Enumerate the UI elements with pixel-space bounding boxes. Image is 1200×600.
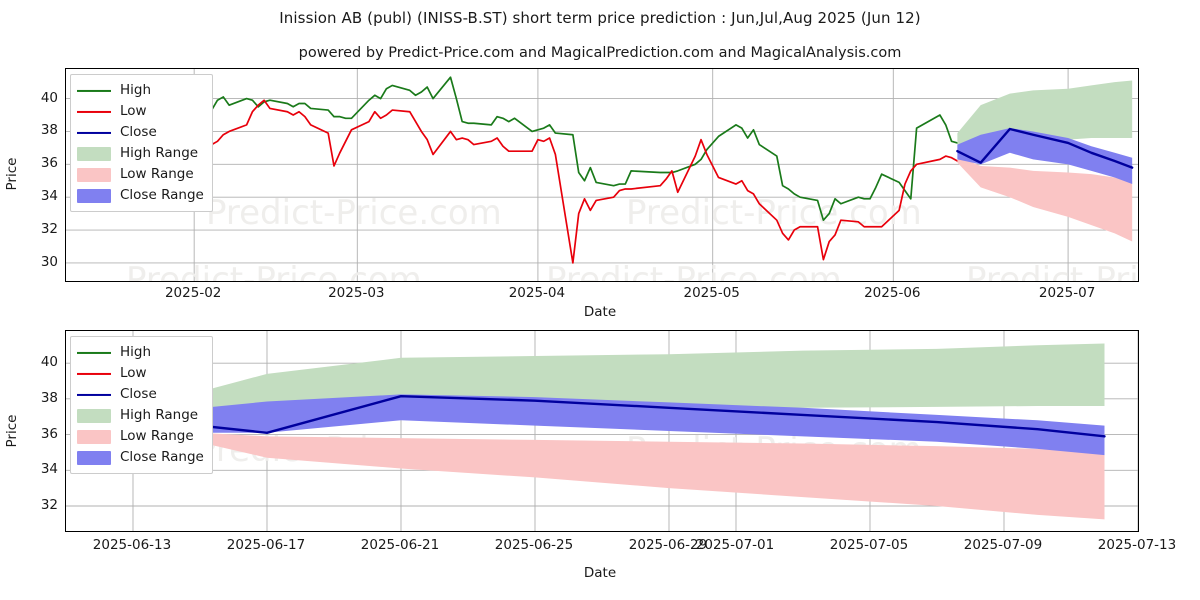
legend-label: High Range	[120, 406, 199, 423]
legend-label: Low Range	[120, 427, 194, 444]
legend-label: Close Range	[120, 448, 204, 465]
svg-text:Predict-Price.com: Predict-Price.com	[546, 260, 842, 281]
top-chart-panel: Predict-Price.com Predict-Price.com Predic…	[0, 62, 1200, 312]
legend-patch-swatch	[77, 188, 111, 203]
x-tick-label: 2025-07-01	[695, 537, 775, 553]
legend-line-swatch	[77, 346, 111, 360]
y-tick-label: 34	[40, 461, 58, 478]
legend-label: Close	[120, 385, 157, 402]
x-tick-label: 2025-05	[683, 285, 740, 301]
legend-patch-swatch	[77, 408, 111, 423]
bottom-y-axis-label: Price	[4, 414, 20, 448]
top-chart-svg: Predict-Price.com Predict-Price.com Predic…	[66, 69, 1138, 281]
legend-line-swatch	[77, 105, 111, 119]
x-tick-label: 2025-07-05	[829, 537, 909, 553]
x-tick-label: 2025-07-13	[1097, 537, 1177, 553]
legend-patch-swatch	[77, 429, 111, 444]
legend-item-low-range: Low Range	[77, 164, 204, 185]
legend-patch-swatch	[77, 146, 111, 161]
legend-item-low: Low	[77, 101, 204, 122]
x-tick-label: 2025-06-25	[494, 537, 574, 553]
svg-text:Predict-Price.com: Predict-Price.com	[966, 260, 1138, 281]
legend-line-swatch	[77, 126, 111, 140]
x-tick-label: 2025-04	[508, 285, 566, 301]
x-tick-label: 2025-06-13	[92, 537, 172, 553]
legend-item-low: Low	[77, 363, 204, 384]
legend-label: High	[120, 81, 152, 98]
x-tick-label: 2025-03	[328, 285, 385, 301]
page-subtitle: powered by Predict-Price.com and Magical…	[298, 45, 902, 61]
legend-line-swatch	[77, 388, 111, 402]
y-tick-label: 32	[40, 221, 58, 238]
legend-patch-swatch	[77, 450, 111, 465]
legend-label: Low	[120, 102, 147, 119]
legend-label: Low Range	[120, 165, 194, 182]
legend-line-swatch	[77, 367, 111, 381]
y-tick-label: 30	[40, 253, 58, 270]
legend-line-swatch	[77, 84, 111, 98]
legend-patch-swatch	[77, 167, 111, 182]
page-title: Inission AB (publ) (INISS-B.ST) short te…	[279, 9, 921, 27]
x-tick-label: 2025-02	[164, 285, 222, 301]
legend-item-low-range: Low Range	[77, 426, 204, 447]
y-tick-label: 38	[40, 122, 58, 139]
legend-label: High Range	[120, 144, 199, 161]
legend-label: Close Range	[120, 186, 204, 203]
legend-item-close-range: Close Range	[77, 185, 204, 206]
top-y-axis-label: Price	[4, 157, 20, 191]
bottom-y-axis-ticks: 32 34 36 38 40	[14, 330, 58, 530]
y-tick-label: 32	[40, 497, 58, 513]
top-legend: High Low Close High Range Low Range Close Ran…	[70, 74, 213, 212]
legend-label: High	[120, 343, 152, 360]
y-tick-label: 34	[40, 188, 58, 205]
top-plot-area: Predict-Price.com Predict-Price.com Predic…	[65, 68, 1139, 282]
legend-item-close-range: Close Range	[77, 447, 204, 468]
svg-text:Predict-Price.com: Predict-Price.com	[206, 193, 502, 233]
top-x-axis-label: Date	[583, 304, 617, 320]
bottom-x-axis-label: Date	[583, 565, 617, 581]
x-tick-label: 2025-06-17	[226, 537, 306, 553]
legend-item-high: High	[77, 342, 204, 363]
legend-label: Low	[120, 364, 147, 381]
legend-item-high-range: High Range	[77, 143, 204, 164]
legend-item-close: Close	[77, 122, 204, 143]
top-y-axis-ticks: 30 32 34 36 38 40	[14, 68, 58, 280]
bottom-x-axis-ticks: 2025-06-13 2025-06-17 2025-06-21 2025-06-25…	[0, 537, 1200, 557]
y-tick-label: 40	[40, 354, 58, 371]
top-x-axis-ticks: 2025-02 2025-03 2025-04 2025-05 2025-06 2025-…	[0, 285, 1200, 305]
x-tick-label: 2025-06	[864, 285, 921, 301]
x-tick-label: 2025-07	[1038, 285, 1096, 301]
bottom-legend: High Low Close High Range Low Range Close Ran…	[70, 336, 213, 474]
svg-text:Predict-Price.com: Predict-Price.com	[126, 260, 422, 281]
legend-item-close: Close	[77, 384, 204, 405]
x-tick-label: 2025-07-09	[963, 537, 1043, 553]
y-tick-label: 36	[40, 425, 58, 442]
x-tick-label: 2025-06-21	[360, 537, 440, 553]
y-tick-label: 36	[40, 155, 58, 172]
legend-label: Close	[120, 123, 157, 140]
x-tick-label: 2025-06-29	[628, 537, 708, 553]
y-tick-label: 38	[40, 389, 58, 406]
legend-item-high: High	[77, 80, 204, 101]
legend-item-high-range: High Range	[77, 405, 204, 426]
y-tick-label: 40	[40, 89, 58, 106]
